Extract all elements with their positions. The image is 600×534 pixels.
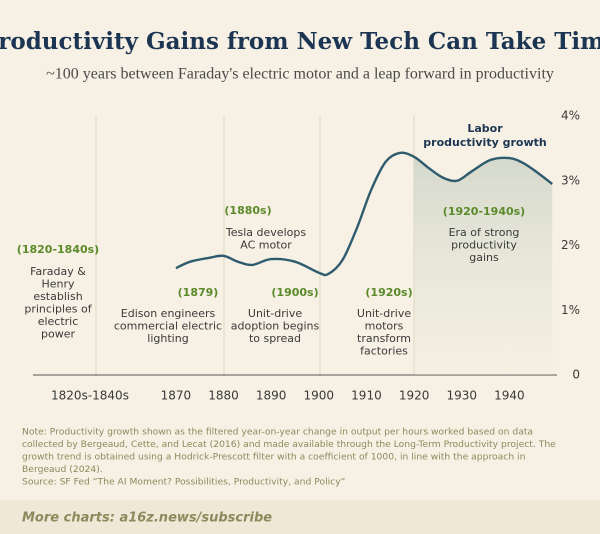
series-label: Labor [467,122,503,135]
annotation-text: Unit-drive [357,307,411,320]
x-tick-label: 1890 [256,389,287,403]
annotation-period: (1879) [178,286,219,299]
annotation-period: (1820-1840s) [17,243,99,256]
annotation-text: productivity [451,239,517,252]
y-tick-label: 4% [561,109,580,123]
x-tick-label: 1930 [446,389,477,403]
chart-subtitle: ~100 years between Faraday's electric mo… [46,66,554,83]
y-tick-label: 1% [561,303,580,317]
annotation-text: factories [360,345,408,358]
annotation-period: (1920s) [365,286,412,299]
annotation-text: electric [38,315,79,328]
annotation-text: motors [365,320,404,333]
annotation-period: (1880s) [224,204,271,217]
footer: More charts: a16z.news/subscribe [22,511,272,526]
x-tick-label: 1910 [351,389,382,403]
note: collected by Bergeaud, Cette, and Lecat … [22,439,556,450]
annotation-text: to spread [249,332,301,345]
note: Note: Productivity growth shown as the f… [22,427,533,438]
annotation-text: adoption begins [231,320,320,333]
annotation-text: Edison engineers [121,307,216,320]
annotation-text: Faraday & [30,265,86,278]
x-tick-label: 1940 [494,389,525,403]
x-tick-label: 1880 [208,389,239,403]
x-tick-label: 1870 [161,389,192,403]
x-extra-label: 1820s-1840s [51,389,129,403]
annotation-text: Era of strong [449,226,520,239]
note: Bergeaud (2024). [22,464,103,475]
annotation-text: gains [469,251,499,264]
x-tick-label: 1900 [304,389,335,403]
y-tick-label: 0 [572,368,580,382]
x-tick-label: 1920 [399,389,430,403]
y-tick-label: 2% [561,238,580,252]
annotation-text: Tesla develops [225,226,306,239]
annotation-text: Unit-drive [248,307,302,320]
note: Source: SF Fed “The AI Moment? Possibili… [22,477,345,488]
annotation-text: transform [357,332,411,345]
y-tick-label: 3% [561,173,580,187]
annotation-period: (1900s) [271,286,318,299]
annotation-text: principles of [24,303,92,316]
shaded-area [414,156,553,375]
annotation-text: Henry [41,278,75,291]
annotation-text: establish [33,290,82,303]
annotation-text: AC motor [240,239,292,252]
series-label: productivity growth [423,136,546,149]
annotation-text: commercial electric [114,320,222,333]
annotation-period: (1920-1940s) [443,205,525,218]
annotation-text: lighting [147,332,188,345]
note: growth trend is obtained using a Hodrick… [22,452,526,463]
line [175,151,553,277]
annotation-text: power [41,328,75,341]
chart-title: Productivity Gains from New Tech Can Tak… [0,28,600,55]
era-dividers [95,115,415,375]
footer-band [0,500,600,534]
